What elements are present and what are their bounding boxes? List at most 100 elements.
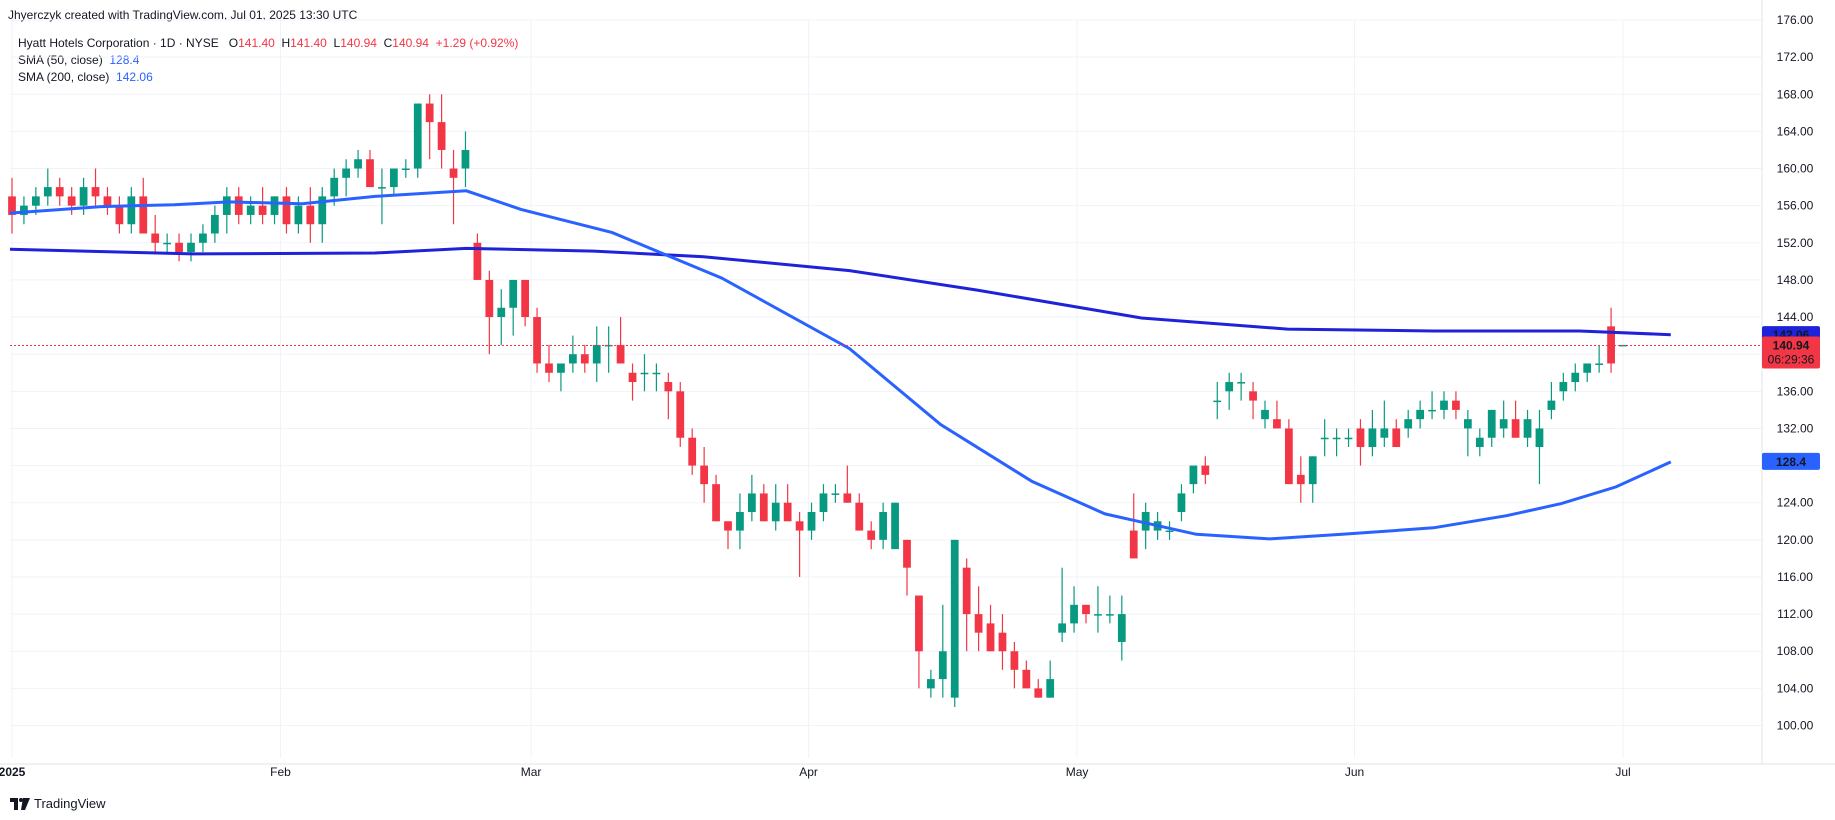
- candle-body: [831, 493, 840, 495]
- candle: [1535, 409, 1544, 485]
- sma50-legend-row[interactable]: SMA (50, close) 128.4: [18, 52, 518, 69]
- candle-body: [103, 196, 112, 206]
- candle-body: [950, 539, 959, 698]
- candle: [557, 363, 565, 392]
- candle: [1225, 372, 1234, 410]
- candle-body: [1511, 419, 1520, 438]
- candle-body: [1583, 363, 1592, 373]
- candle: [986, 604, 995, 652]
- candle: [1320, 419, 1329, 457]
- candle-body: [676, 391, 685, 438]
- candle-body: [1523, 419, 1532, 438]
- candle-body: [354, 159, 362, 169]
- candle-body: [1428, 409, 1436, 412]
- candle: [700, 447, 709, 503]
- sma200-legend-row[interactable]: SMA (200, close) 142.06: [18, 69, 518, 86]
- candle: [628, 363, 637, 401]
- candle: [747, 474, 756, 522]
- candle: [1583, 363, 1592, 383]
- candle: [1452, 391, 1460, 420]
- candle-body: [819, 493, 828, 512]
- x-tick-label: Apr: [799, 765, 818, 779]
- candle-body: [652, 372, 661, 375]
- candle-body: [79, 187, 88, 206]
- candle-body: [1010, 651, 1019, 670]
- candle: [783, 484, 792, 522]
- candle: [1141, 502, 1150, 550]
- sma200-label: SMA (200, close): [18, 70, 110, 84]
- candle: [509, 279, 518, 336]
- candle-body: [879, 512, 888, 540]
- candle-body: [8, 196, 16, 215]
- change-value: +1.29 (+0.92%): [435, 36, 519, 50]
- candle-body: [1094, 614, 1102, 616]
- candle: [1428, 391, 1436, 420]
- symbol-label[interactable]: Hyatt Hotels Corporation · 1D · NYSE: [18, 36, 219, 50]
- candle: [103, 187, 112, 215]
- candle: [294, 196, 303, 234]
- candle: [616, 317, 625, 364]
- candle-body: [282, 196, 291, 225]
- candle: [712, 474, 720, 522]
- candle: [461, 131, 470, 188]
- sma50-value: 128.4: [109, 53, 140, 67]
- candle-body: [175, 242, 183, 253]
- candle-body: [1571, 372, 1580, 383]
- candle-body: [270, 196, 279, 215]
- ohlc-row: Hyatt Hotels Corporation · 1D · NYSE O14…: [18, 35, 518, 52]
- candle-body: [891, 502, 899, 550]
- candle: [1010, 641, 1019, 689]
- tradingview-logo[interactable]: TradingView: [10, 796, 106, 811]
- candle-body: [1261, 409, 1269, 420]
- y-tick-label: 136.00: [1777, 384, 1814, 398]
- candle-body: [1117, 614, 1126, 642]
- candle-body: [545, 363, 553, 373]
- candle-body: [974, 614, 983, 633]
- candle: [175, 233, 183, 262]
- x-tick-label: Jun: [1345, 765, 1364, 779]
- y-tick-label: 148.00: [1777, 273, 1814, 287]
- candle-body: [1177, 493, 1186, 512]
- candle-body: [294, 205, 303, 225]
- candle-body: [724, 521, 732, 531]
- candle: [676, 382, 685, 448]
- candle: [1046, 660, 1055, 698]
- y-tick-label: 120.00: [1777, 533, 1814, 547]
- candle: [724, 521, 732, 550]
- candle-body: [557, 363, 565, 373]
- candle-body: [771, 502, 780, 522]
- candle: [1511, 400, 1520, 438]
- candle-body: [1535, 428, 1544, 448]
- candle: [413, 103, 422, 178]
- candle: [1022, 660, 1031, 689]
- candle: [1129, 493, 1138, 559]
- candle-body: [258, 205, 267, 215]
- candle: [580, 344, 589, 373]
- candle: [652, 363, 661, 392]
- candle-body: [1499, 419, 1508, 429]
- candle-body: [1320, 437, 1329, 440]
- candle: [258, 187, 267, 225]
- candle-body: [533, 317, 541, 364]
- sma50-line: [9, 189, 1672, 541]
- candle-body: [1463, 419, 1472, 429]
- candle-body: [437, 122, 446, 150]
- candle: [831, 484, 840, 503]
- candle: [91, 168, 100, 206]
- candle-body: [855, 502, 864, 531]
- candle-body: [378, 187, 386, 189]
- candle: [234, 187, 243, 225]
- candle-body: [747, 493, 756, 512]
- candle: [867, 521, 876, 550]
- candle: [1117, 595, 1126, 661]
- candle: [222, 187, 231, 234]
- candle-body: [580, 354, 589, 364]
- candle-body: [127, 196, 136, 225]
- candle: [199, 224, 207, 253]
- candle-body: [1475, 437, 1484, 448]
- candle: [1523, 409, 1532, 448]
- candle-body: [91, 187, 100, 197]
- candle: [1547, 382, 1556, 420]
- candle: [950, 539, 959, 707]
